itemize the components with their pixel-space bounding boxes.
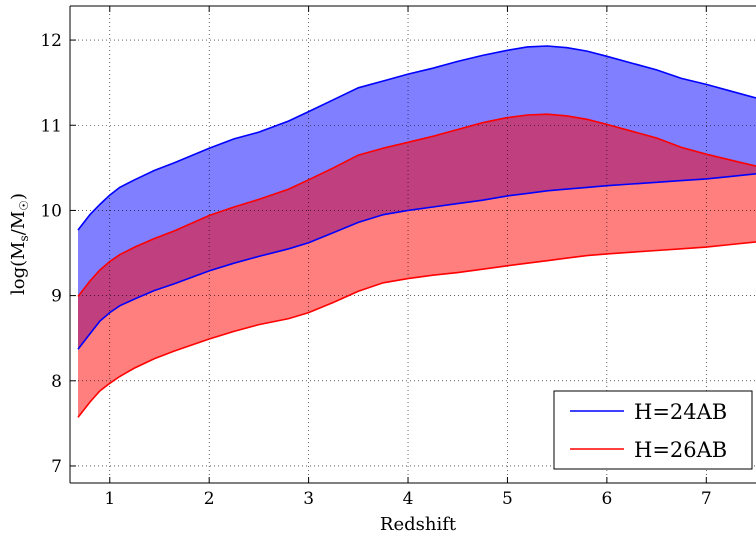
legend: H=24AB H=26AB bbox=[553, 390, 753, 470]
x-tick-label-7: 7 bbox=[701, 489, 712, 509]
band-lower-line-0 bbox=[77, 173, 756, 350]
y-axis-label-mid: /M bbox=[8, 211, 29, 236]
x-tick-label-4: 4 bbox=[403, 489, 414, 509]
x-tick-label-3: 3 bbox=[303, 489, 314, 509]
x-tick-label-2: 2 bbox=[204, 489, 215, 509]
legend-label-h24: H=24AB bbox=[634, 400, 727, 424]
y-tick-label-10: 10 bbox=[40, 201, 62, 221]
band-upper-line-0 bbox=[77, 45, 756, 231]
legend-box bbox=[553, 390, 753, 470]
x-axis-ticks: 1 2 3 4 5 6 7 bbox=[104, 6, 712, 509]
y-axis-label: log(Ms/M☉) bbox=[8, 193, 31, 295]
y-axis-label-end: ) bbox=[8, 193, 29, 200]
y-tick-label-11: 11 bbox=[40, 116, 62, 136]
band-fills bbox=[78, 46, 756, 418]
y-axis-label-main: log(M bbox=[8, 241, 29, 295]
x-tick-label-1: 1 bbox=[104, 489, 115, 509]
y-axis-label-sub2: ☉ bbox=[17, 200, 31, 211]
legend-label-h26: H=26AB bbox=[634, 438, 727, 462]
band-lower-line-1 bbox=[77, 241, 756, 418]
y-tick-label-12: 12 bbox=[40, 31, 62, 51]
axes-frame bbox=[69, 5, 756, 484]
y-tick-label-8: 8 bbox=[51, 372, 62, 392]
band-upper-line-1 bbox=[77, 113, 756, 297]
y-tick-label-7: 7 bbox=[51, 457, 62, 477]
x-tick-label-6: 6 bbox=[601, 489, 612, 509]
band-fill-1 bbox=[78, 114, 756, 418]
y-tick-label-9: 9 bbox=[51, 287, 62, 307]
y-axis-ticks: 7 8 9 10 11 12 bbox=[40, 31, 76, 477]
y-axis-label-sub1: s bbox=[17, 235, 31, 241]
band-lines bbox=[77, 45, 756, 418]
x-tick-label-5: 5 bbox=[502, 489, 513, 509]
x-axis-label: Redshift bbox=[380, 514, 457, 535]
